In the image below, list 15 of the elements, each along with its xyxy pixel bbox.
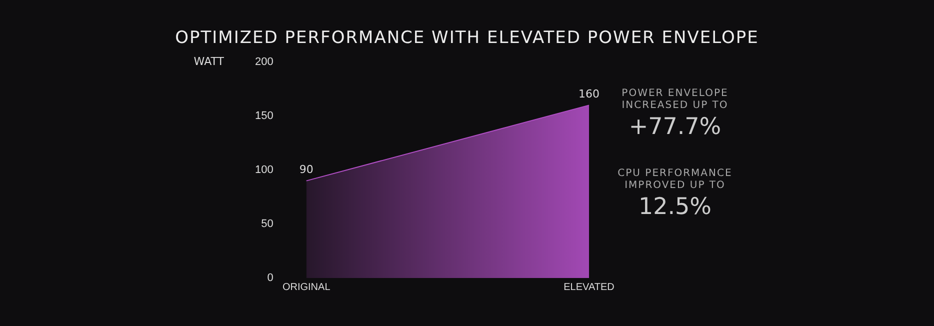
y-tick-label: 0 [267, 272, 274, 284]
data-label: 90 [299, 163, 314, 176]
y-tick-label: 150 [254, 110, 274, 122]
y-tick-label: 200 [254, 56, 274, 68]
annotation: POWER ENVELOPE INCREASED UP TO [620, 88, 730, 112]
y-tick-label: 100 [254, 164, 274, 176]
annotation: CPU PERFORMANCE IMPROVED UP TO [616, 168, 734, 192]
x-tick-label: ELEVATED [564, 282, 614, 293]
y-tick-label: 50 [261, 218, 274, 230]
data-label: 160 [578, 88, 600, 101]
y-axis-title: WATT [194, 54, 224, 68]
x-tick-label: ORIGINAL [282, 282, 331, 293]
annotation: 12.5% [637, 194, 713, 220]
chart-title: OPTIMIZED PERFORMANCE WITH ELEVATED POWER ENVELOPE [174, 28, 760, 48]
annotation: +77.7% [628, 114, 722, 140]
